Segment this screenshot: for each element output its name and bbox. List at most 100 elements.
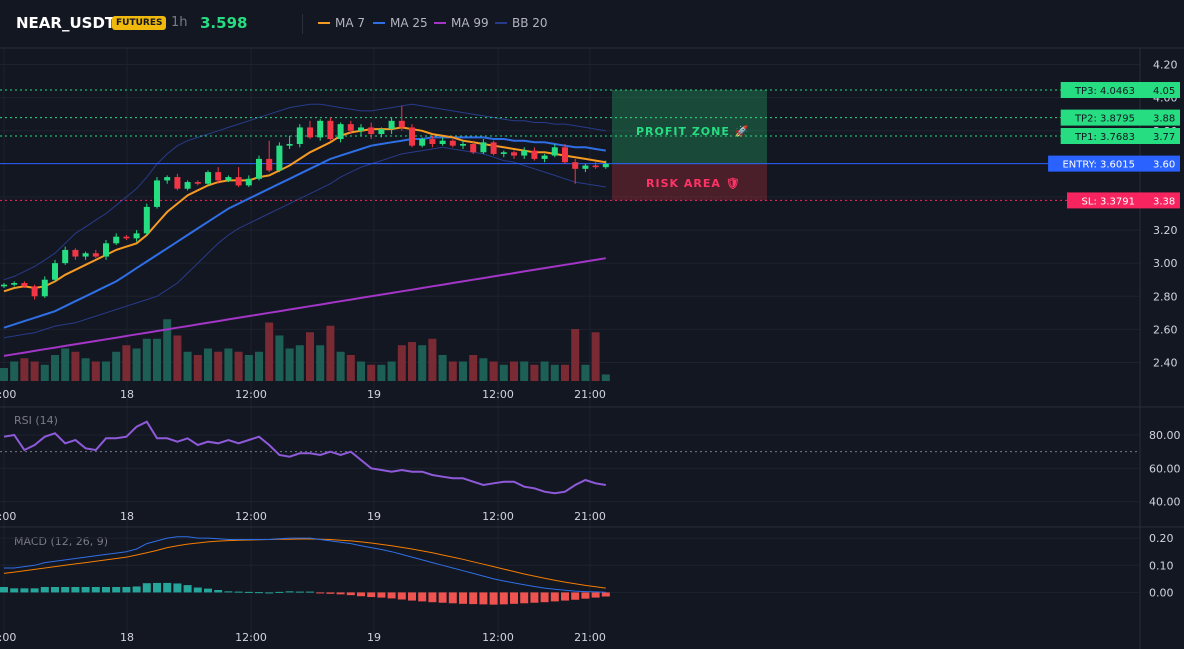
macd-histogram-bar: [51, 587, 59, 593]
macd-histogram-bar: [550, 592, 559, 602]
legend-swatch: [495, 22, 507, 24]
macd-histogram-bar: [499, 592, 508, 605]
volume-bar: [336, 351, 345, 381]
macd-histogram-bar: [489, 592, 498, 605]
volume-bar: [163, 319, 172, 381]
volume-bar: [316, 345, 325, 381]
chart-header: NEAR_USDT FUTURES 1h 3.598 MA 7 MA 25 MA…: [0, 0, 1184, 48]
macd-title: MACD (12, 26, 9): [14, 535, 108, 548]
candle-body: [256, 158, 262, 179]
bb-upper-line: [3, 103, 606, 281]
tag-label-text: TP1: 3.7683: [1074, 132, 1135, 143]
candle-body: [184, 182, 191, 189]
interval-label[interactable]: 1h: [171, 15, 188, 30]
tag-label-bg: [1060, 81, 1140, 98]
macd-histogram-bar: [408, 592, 416, 601]
candle-body: [572, 162, 579, 169]
candle-body: [21, 283, 28, 287]
time-axis-label: 19: [367, 388, 381, 401]
tag-tp2: TP2: 3.8795 3.88: [1060, 109, 1180, 126]
volume-bar: [530, 364, 539, 381]
candle-body: [123, 236, 130, 239]
macd-histogram-bar: [173, 583, 182, 593]
macd-histogram-bar: [275, 591, 284, 593]
bb-lower-line: [3, 146, 606, 339]
price-tags: TP3: 4.0463 4.05 TP2: 3.8795 3.88 TP1: 3.768…: [1048, 81, 1180, 209]
volume-bar: [326, 325, 335, 381]
volume-bar: [520, 361, 529, 381]
candle-body: [551, 147, 558, 156]
time-axis-label: 18: [120, 510, 134, 523]
time-axis-label: 12:00: [235, 510, 267, 523]
volume-bar: [204, 348, 212, 381]
macd-signal-line: [3, 538, 606, 589]
volume-bar: [428, 338, 437, 381]
tag-label-text: TP3: 4.0463: [1074, 86, 1135, 97]
legend-bb20[interactable]: BB 20: [495, 16, 548, 30]
legend-swatch: [318, 22, 330, 24]
time-axis-label: 2:00: [0, 388, 16, 401]
macd-histogram-bar: [448, 592, 457, 604]
candle-body: [460, 144, 466, 146]
candle-body: [194, 182, 201, 184]
macd-histogram-bar: [153, 582, 161, 593]
time-axis-label: 18: [120, 388, 134, 401]
candle-body: [409, 127, 415, 146]
volume-bar: [91, 361, 100, 381]
tag-axis-text: 3.77: [1153, 132, 1175, 143]
candle-body: [174, 177, 181, 189]
volume-bar: [112, 351, 121, 381]
volume-bar: [214, 351, 223, 381]
candle-body: [582, 165, 589, 169]
volume-bar: [61, 348, 70, 381]
macd-histogram-bar: [255, 592, 263, 594]
volume-bar: [510, 361, 518, 381]
candle-body: [103, 243, 109, 257]
candle-body: [286, 144, 293, 146]
macd-histogram-bar: [234, 591, 243, 593]
time-axis-label: 12:00: [235, 388, 267, 401]
tag-label-bg: [1060, 109, 1140, 126]
macd-histogram-bar: [561, 592, 569, 601]
volume-bar: [0, 368, 8, 381]
volume-bar: [346, 355, 355, 381]
rsi-axis-label: 80.00: [1149, 429, 1181, 442]
candle-body: [378, 129, 385, 135]
tag-axis-text: 4.05: [1153, 86, 1175, 97]
moving-averages: [3, 126, 606, 357]
macd-histogram-bar: [571, 592, 580, 600]
volume-bar: [81, 358, 90, 381]
time-axis-label: 12:00: [482, 631, 514, 644]
macd-axis-label: 0.10: [1149, 559, 1174, 572]
legend-ma99[interactable]: MA 99: [434, 16, 489, 30]
legend-label: MA 25: [390, 16, 428, 30]
volume-bar: [591, 332, 600, 381]
candle-body: [562, 147, 568, 163]
futures-badge: FUTURES: [112, 16, 167, 30]
candle-body: [113, 236, 120, 244]
candle-body: [602, 163, 609, 168]
tag-sl: SL: 3.3791 3.38: [1067, 192, 1180, 209]
candle-body: [215, 172, 222, 181]
macd-axis-label: 0.00: [1149, 586, 1174, 599]
candle-body: [368, 127, 375, 135]
macd-histogram-bar: [581, 592, 590, 599]
symbol-title[interactable]: NEAR_USDT: [16, 14, 116, 32]
volume-bar: [571, 329, 580, 381]
legend-ma7[interactable]: MA 7: [318, 16, 365, 30]
rsi-axis-label: 60.00: [1149, 462, 1181, 475]
candle-body: [11, 283, 18, 285]
macd-histogram-bar: [214, 589, 223, 593]
rsi-line: [3, 420, 606, 495]
tag-axis-bg: [1140, 109, 1180, 126]
legend-ma25[interactable]: MA 25: [373, 16, 428, 30]
candle-body: [592, 165, 599, 168]
rsi-pane: RSI (14): [0, 414, 1140, 503]
time-axis-label: 19: [367, 631, 381, 644]
time-axis-label: 21:00: [574, 510, 606, 523]
ma25-line: [3, 136, 606, 329]
macd-histogram-bar: [244, 591, 253, 593]
candle-body: [531, 150, 538, 159]
macd-histogram-bar: [540, 592, 549, 603]
